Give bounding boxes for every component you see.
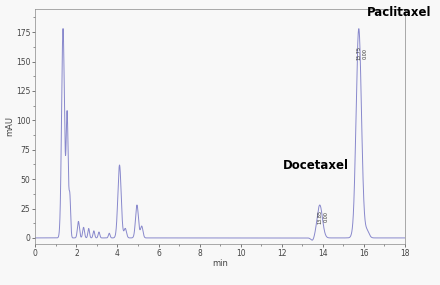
X-axis label: min: min [212,259,228,268]
Text: 15.75
0.00: 15.75 0.00 [356,46,367,60]
Text: Paclitaxel: Paclitaxel [367,6,432,19]
Text: 13.85
0.00: 13.85 0.00 [317,210,328,224]
Text: Docetaxel: Docetaxel [283,159,349,172]
Y-axis label: mAU: mAU [6,116,15,136]
